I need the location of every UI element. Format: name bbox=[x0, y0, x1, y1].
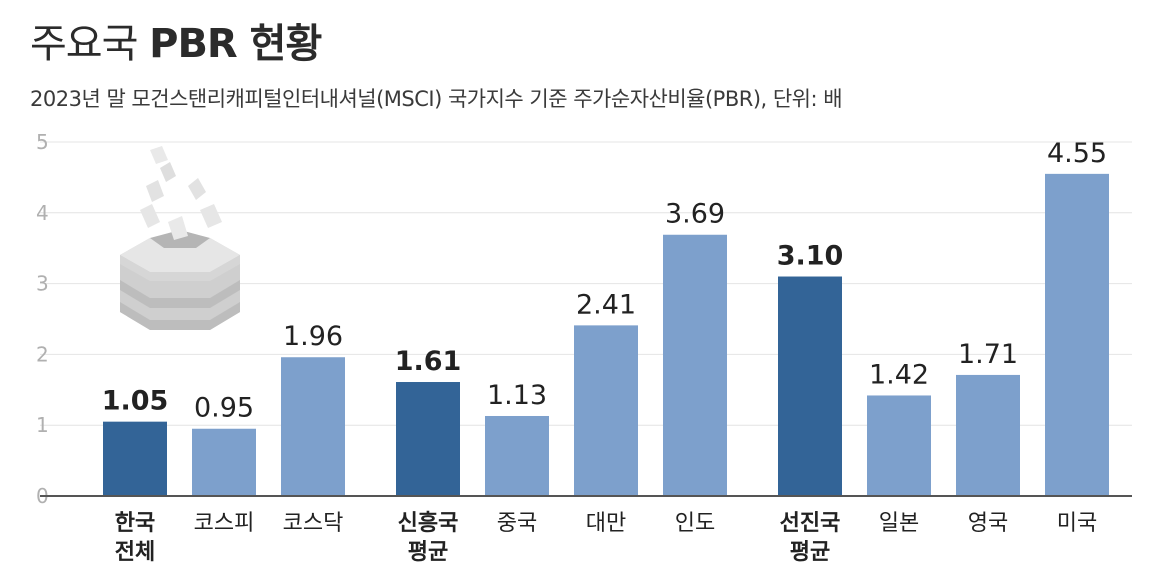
category-label: 일본 bbox=[879, 511, 919, 536]
bar bbox=[396, 382, 460, 496]
bar bbox=[778, 276, 842, 496]
bar bbox=[192, 428, 256, 496]
bar bbox=[574, 325, 638, 496]
category-label: 코스피 bbox=[194, 511, 255, 536]
y-tick-label: 3 bbox=[36, 272, 49, 296]
bar bbox=[103, 421, 167, 496]
value-label: 1.61 bbox=[395, 346, 462, 377]
chart-subtitle: 2023년 말 모건스탠리캐피털인터내셔널(MSCI) 국가지수 기준 주가순자… bbox=[30, 87, 843, 111]
category-label: 중국 bbox=[497, 511, 537, 536]
category-label: 대만 bbox=[586, 511, 626, 536]
bar bbox=[867, 395, 931, 496]
title-light: 주요국 bbox=[30, 21, 138, 67]
y-tick-label: 5 bbox=[36, 130, 49, 154]
value-label: 2.41 bbox=[576, 289, 636, 320]
value-label: 3.10 bbox=[777, 241, 844, 272]
bar bbox=[1045, 173, 1109, 497]
category-label: 코스닥 bbox=[283, 511, 344, 536]
bar bbox=[485, 415, 549, 496]
category-label: 한국 전체 bbox=[115, 511, 155, 565]
bar bbox=[956, 374, 1020, 496]
value-label: 1.42 bbox=[869, 359, 929, 390]
category-labels: 한국 전체 코스피 코스닥 신흥국 평균 중국 대만 인도 선진국 평균 일본 영국 미국 bbox=[115, 511, 1097, 565]
rice-cake-steamer-icon bbox=[120, 146, 240, 330]
value-label: 1.71 bbox=[958, 339, 1018, 370]
bar bbox=[663, 234, 727, 497]
category-label: 영국 bbox=[968, 511, 1008, 536]
bars bbox=[103, 173, 1109, 497]
value-label: 1.05 bbox=[102, 386, 169, 417]
bar bbox=[281, 357, 345, 496]
y-tick-label: 1 bbox=[36, 413, 49, 437]
value-label: 4.55 bbox=[1047, 138, 1107, 169]
chart-title: 주요국 PBR 현황 bbox=[30, 16, 322, 72]
y-tick-label: 4 bbox=[36, 201, 49, 225]
value-label: 1.13 bbox=[487, 380, 547, 411]
category-label: 신흥국 평균 bbox=[398, 511, 459, 565]
category-label: 미국 bbox=[1057, 511, 1097, 536]
title-bold: PBR 현황 bbox=[149, 21, 322, 67]
value-labels: 1.05 0.95 1.96 1.61 1.13 2.41 3.69 3.10 1.42 1.71… bbox=[102, 138, 1107, 424]
value-label: 3.69 bbox=[665, 199, 725, 230]
category-label: 선진국 평균 bbox=[780, 511, 841, 565]
y-tick-label: 2 bbox=[36, 342, 49, 366]
category-label: 인도 bbox=[675, 511, 715, 536]
value-label: 1.96 bbox=[283, 321, 343, 352]
value-label: 0.95 bbox=[194, 393, 254, 424]
